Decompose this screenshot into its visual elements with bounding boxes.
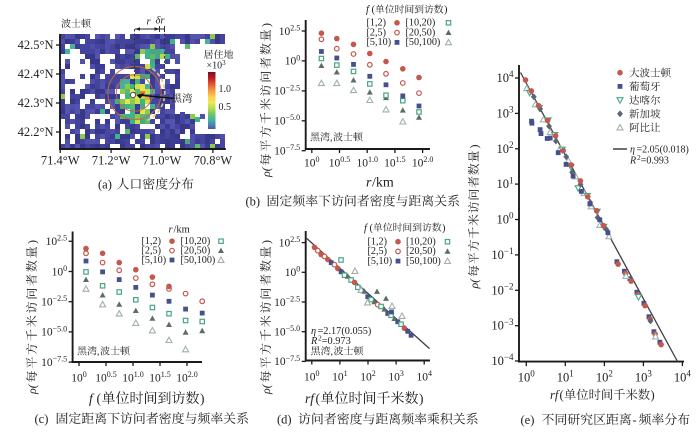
svg-text:0.5: 0.5: [219, 102, 232, 113]
svg-text:(b): (b): [246, 195, 261, 209]
svg-text:ρ(: ρ(: [259, 166, 273, 178]
svg-text:[20,50): [20,50): [406, 246, 436, 257]
svg-text:,: ,: [331, 347, 334, 358]
svg-text:rf: rf: [305, 391, 316, 406]
svg-text:(e): (e): [521, 413, 535, 427]
svg-text:1.0: 1.0: [219, 84, 232, 95]
svg-text:42.3°N: 42.3°N: [18, 96, 54, 110]
svg-text:70.8°W: 70.8°W: [194, 154, 233, 168]
svg-text:(: (: [372, 5, 376, 16]
svg-text:f: f: [366, 5, 371, 16]
svg-text:): ): [259, 23, 273, 27]
svg-text:[10,20): [10,20): [406, 18, 436, 29]
svg-text:): ): [651, 388, 655, 402]
svg-text:(: (: [370, 223, 374, 234]
svg-text:(a): (a): [98, 178, 112, 192]
svg-text:[20,50): [20,50): [406, 27, 436, 38]
svg-text:r: r: [169, 225, 174, 236]
svg-text:η: η: [311, 326, 316, 337]
svg-text:f: f: [364, 223, 369, 234]
svg-text:rf: rf: [550, 388, 560, 402]
svg-text:): ): [442, 223, 446, 234]
svg-text:[1,2): [1,2): [367, 18, 387, 29]
svg-text:[10,20): [10,20): [406, 237, 436, 248]
svg-text:): ): [444, 5, 448, 16]
svg-text:[20,50): [20,50): [181, 245, 211, 256]
svg-text:2=0.973: 2=0.973: [318, 334, 351, 348]
svg-text:2=0.993: 2=0.993: [637, 153, 669, 167]
svg-text:[2,5): [2,5): [142, 245, 162, 256]
svg-text:R: R: [310, 336, 318, 347]
svg-text:(c): (c): [35, 412, 49, 426]
svg-text:42.4°N: 42.4°N: [18, 67, 54, 81]
svg-text:71.2°W: 71.2°W: [92, 154, 131, 168]
svg-text:R: R: [629, 156, 636, 167]
svg-text:): ): [200, 391, 205, 406]
svg-text:): ): [467, 145, 481, 149]
svg-text:,: ,: [97, 347, 100, 358]
svg-text:-: -: [633, 413, 637, 427]
svg-text:): ): [419, 391, 424, 406]
svg-text:ρ(: ρ(: [25, 383, 39, 395]
svg-text:[2,5): [2,5): [367, 27, 387, 38]
svg-text:[5,10): [5,10): [142, 255, 167, 266]
svg-text:[50,100): [50,100): [406, 256, 441, 267]
svg-text:δr: δr: [156, 16, 166, 27]
svg-text:(: (: [560, 388, 564, 402]
svg-text:,: ,: [330, 133, 333, 144]
svg-text:): ): [259, 240, 273, 244]
svg-text:/km: /km: [174, 225, 190, 236]
svg-text:[10,20): [10,20): [181, 236, 211, 247]
svg-text:f: f: [89, 391, 95, 406]
svg-text:[50,100): [50,100): [406, 37, 441, 48]
svg-text:(d): (d): [277, 413, 292, 427]
svg-text:η: η: [630, 145, 635, 156]
svg-text:=2.05(0.018): =2.05(0.018): [637, 145, 689, 156]
svg-text:[5,10): [5,10): [368, 256, 393, 267]
svg-text:[5,10): [5,10): [367, 37, 392, 48]
svg-text:(: (: [316, 391, 321, 406]
svg-text:): ): [25, 240, 39, 244]
svg-text:42.2°N: 42.2°N: [18, 125, 54, 139]
svg-text:ρ(: ρ(: [259, 383, 273, 395]
svg-text:71.4°W: 71.4°W: [41, 154, 80, 168]
svg-text:[2,5): [2,5): [368, 246, 388, 257]
svg-text:42.5°N: 42.5°N: [18, 38, 54, 52]
svg-text:=2.17(0.055): =2.17(0.055): [318, 326, 372, 337]
svg-text:[1,2): [1,2): [368, 237, 388, 248]
svg-text:r: r: [147, 17, 152, 28]
svg-text:[1,2): [1,2): [142, 236, 162, 247]
svg-text:71.0°W: 71.0°W: [143, 154, 182, 168]
svg-text:r: r: [366, 176, 372, 191]
svg-text:×103: ×103: [207, 59, 227, 72]
svg-text:(: (: [97, 391, 102, 406]
svg-text:/km: /km: [372, 176, 394, 191]
svg-text:ρ(: ρ(: [467, 278, 481, 290]
svg-text:[50,100): [50,100): [181, 255, 216, 266]
